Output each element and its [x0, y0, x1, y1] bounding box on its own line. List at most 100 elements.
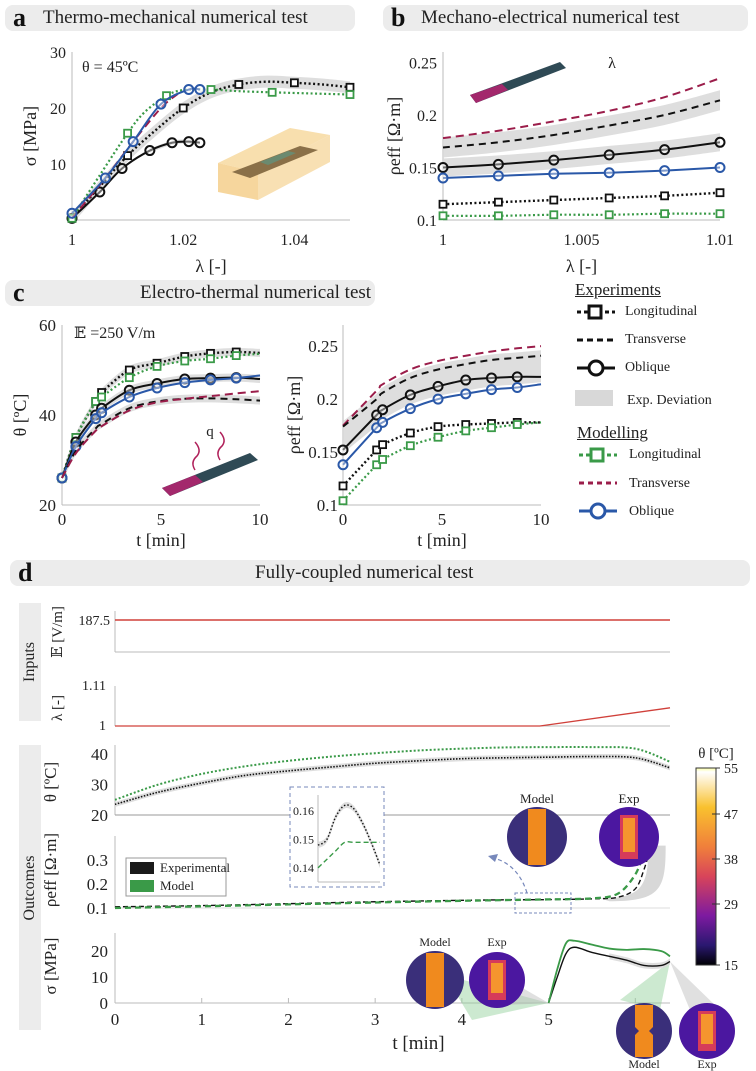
panel-b-xlabel: λ [-]: [566, 256, 597, 276]
panel-c2-marker: [433, 432, 443, 442]
legend-model-item-1: Longitudinal: [629, 447, 702, 462]
panel-a-marker: [183, 136, 195, 148]
panel-c2-marker: [338, 481, 348, 491]
panel-a-marker: [116, 162, 128, 174]
d-sigma-ytick: 0: [100, 994, 109, 1013]
panel-c2-marker: [338, 496, 348, 506]
panel-c2-marker: [337, 459, 349, 471]
d-sigma-ylabel: σ [MPa]: [41, 938, 60, 995]
colorbar-title: θ [ºC]: [698, 746, 734, 762]
panel-c2-marker: [404, 389, 416, 401]
legend-model-obl-marker: [589, 502, 607, 520]
panel-b-header: b Mechano-electrical numerical test: [383, 3, 748, 32]
panel-c2-series-line: [342, 354, 542, 428]
panel-c1-xtick: 10: [252, 510, 269, 529]
thermal-image-model-theta-strip: [528, 809, 546, 865]
d-legend-model-label: Model: [160, 878, 194, 893]
panel-a-ytick: 30: [50, 45, 66, 62]
panel-c1-ylabel: θ [ºC]: [10, 394, 30, 437]
panel-b-marker: [604, 210, 614, 220]
colorbar-tick-label: 47: [724, 808, 738, 823]
panel-c2-marker: [486, 372, 497, 384]
panel-c2-ytick: 0.1: [317, 496, 338, 515]
panel-a-marker: [94, 186, 106, 198]
panel-d-letter: d: [18, 558, 33, 587]
thermal-image-exp-sigma-t5-strip-hot: [491, 963, 503, 993]
panel-b-ytick: 0.1: [417, 213, 437, 230]
panel-c1-xtick: 0: [58, 510, 67, 529]
thermal-image-model-sigma-end-strip: [635, 1005, 653, 1057]
panel-a-ylabel: σ [MPa]: [20, 106, 40, 166]
panel-a-marker: [123, 151, 132, 161]
panel-d-title: Fully-coupled numerical test: [255, 562, 474, 583]
panel-b-marker: [437, 162, 449, 173]
colorbar-tick-label: 15: [724, 959, 738, 974]
panel-c1-xtick: 5: [157, 510, 166, 529]
panel-d-header: d Fully-coupled numerical test: [10, 558, 750, 587]
d-legend-exp-label: Experimental: [160, 860, 230, 875]
panel-b-marker: [659, 165, 671, 177]
panel-c2-marker: [377, 404, 389, 416]
panel-b-marker: [493, 197, 503, 207]
d-xtick: 4: [458, 1010, 467, 1029]
panel-c1-marker: [123, 391, 135, 403]
inset-specimen-gauge: [260, 151, 296, 165]
panel-b-deviation-band: [443, 90, 720, 158]
d-inset-ytick: 0.16: [293, 804, 314, 818]
d-inset-deviation-band: [318, 801, 380, 868]
panel-b-marker: [714, 162, 726, 173]
panel-a-annotation: θ = 45ºC: [82, 59, 138, 76]
thermal-image-model-sigma-t5: [406, 951, 464, 1009]
panel-b-marker: [604, 193, 614, 203]
d-inset-ytick: 0.15: [293, 833, 314, 847]
panel-c1-marker: [97, 392, 106, 402]
panel-a-inset-specimen-icon: [218, 128, 330, 200]
legend-model-long-marker: [589, 447, 605, 463]
panel-c2-marker: [511, 371, 523, 383]
panel-c2-xlabel: t [min]: [417, 530, 467, 550]
d-rho-ytick: 0.1: [87, 899, 108, 918]
panel-c1-marker: [230, 372, 242, 384]
panel-b-letter: b: [391, 3, 406, 32]
panel-c2-marker: [405, 441, 415, 451]
panel-c2-marker: [405, 428, 415, 438]
legend-exp-item-1: Longitudinal: [625, 304, 698, 319]
thermal-image-exp-theta-strip-hot: [623, 818, 635, 852]
inset-box-top: [218, 128, 330, 172]
panel-a-xtick: 1: [68, 232, 76, 249]
d-lambda-ytick: 1.11: [82, 679, 106, 694]
d-inset-ytick: 0.14: [293, 861, 314, 875]
panel-c2-marker: [486, 384, 497, 396]
panel-c2-ylabel: ρeff [Ω·m]: [284, 376, 304, 455]
panel-b-xtick: 1.01: [706, 232, 734, 249]
panel-c1-ytick: 60: [39, 316, 56, 335]
panel-c1-series-line: [61, 376, 261, 479]
d-rho-zoom-region: [514, 892, 572, 914]
d-rho-ytick: 0.3: [87, 851, 108, 870]
panel-a-header: a Thermo-mechanical numerical test: [5, 3, 355, 32]
panel-c1-marker: [231, 351, 241, 361]
panel-b-marker: [548, 168, 560, 180]
d-xtick: 2: [284, 1010, 293, 1029]
d-theta-ytick: 40: [91, 745, 108, 764]
panel-c2-marker: [460, 388, 472, 400]
panel-c1-series-line: [60, 350, 261, 479]
panel-b-marker: [438, 211, 448, 221]
panel-a-marker: [123, 128, 132, 138]
panel-c1-deviation-band: [62, 347, 260, 482]
inset-specimen-electrode: [470, 84, 508, 103]
d-sigma-ytick: 20: [91, 942, 108, 961]
panel-b-marker: [715, 209, 725, 219]
panel-c2-marker: [378, 440, 388, 450]
d-sigma-ytick: 10: [91, 968, 108, 987]
panel-a-title: Thermo-mechanical numerical test: [43, 7, 308, 28]
colorbar-tick-label: 29: [724, 898, 738, 913]
thermal-label-model: Model: [628, 1057, 660, 1071]
panel-b-marker: [549, 210, 559, 220]
panel-a-ytick: 10: [50, 157, 66, 174]
panel-b-marker: [493, 211, 503, 221]
panel-a-ytick: 20: [50, 101, 66, 118]
colorbar: [695, 767, 717, 966]
panel-a-marker: [206, 85, 216, 94]
